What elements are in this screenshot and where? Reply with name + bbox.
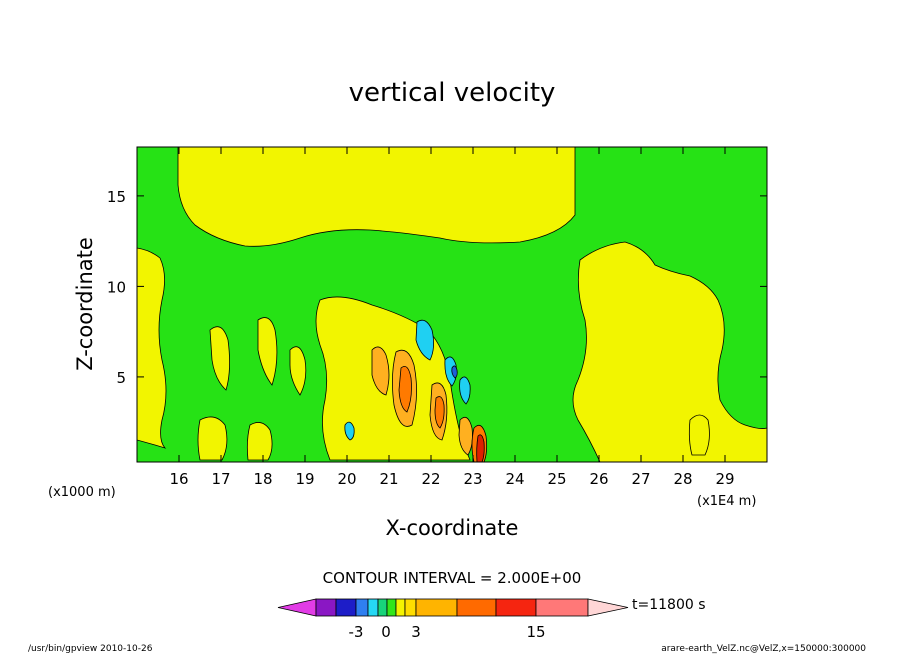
x-tick-label: 22 [421,470,440,488]
colorbar-tick-label: -3 [349,623,364,641]
colorbar-segment [386,598,397,617]
contour-negative-cell-5 [451,365,458,379]
contour-negative-cell-4 [344,421,355,441]
y-axis-title: Z-coordinate [73,237,97,371]
x-tick-label: 18 [253,470,272,488]
x-tick-label: 21 [379,470,398,488]
plot-area [136,146,768,463]
colorbar-segment [367,598,379,617]
colorbar-arrow-high [587,598,629,617]
colorbar [277,598,629,617]
contour-region-right-yellow [572,241,768,463]
colorbar-segment [395,598,406,617]
chart-title: vertical velocity [349,78,556,108]
x-tick-label: 17 [211,470,230,488]
contour-pocket-5 [246,422,273,461]
contour-negative-cell-1 [415,319,434,361]
colorbar-labels: -3 0 3 15 [349,623,546,641]
x-tick-label: 19 [295,470,314,488]
y-axis: 5 10 15 [107,188,767,387]
contour-positive-cell-5-core [476,434,485,463]
x-tick-label: 28 [673,470,692,488]
contour-pocket-2 [257,317,278,386]
x-tick-label: 27 [631,470,650,488]
x-tick-label: 26 [589,470,608,488]
x-tick-label: 20 [337,470,356,488]
contour-region-left-yellow [136,247,167,449]
colorbar-tick-label: 3 [411,623,421,641]
contour-interval-label: CONTOUR INTERVAL = 2.000E+00 [323,569,582,587]
colorbar-segment [315,598,337,617]
x-tick-label: 29 [715,470,734,488]
colorbar-segment [377,598,388,617]
contour-positive-cell-2-core [398,365,412,413]
x-tick-label: 24 [505,470,524,488]
colorbar-segment [404,598,417,617]
contour-negative-cell-3 [459,376,471,405]
colorbar-segment [535,598,589,617]
colorbar-time-label: t=11800 s [632,597,706,613]
contour-pocket-3 [289,346,307,396]
contour-pocket-4 [197,416,228,461]
colorbar-segment [415,598,458,617]
x-tick-label: 16 [169,470,188,488]
contour-pocket-6 [688,414,710,456]
colorbar-tick-label: 15 [526,623,545,641]
x-axis-title: X-coordinate [386,516,519,540]
footer-left: /usr/bin/gpview 2010-10-26 [28,644,153,654]
x-tick-label: 25 [547,470,566,488]
colorbar-tick-label: 0 [381,623,391,641]
contour-region-upper-yellow [177,146,576,247]
y-tick-label: 5 [116,369,126,387]
x-unit-right: (x1E4 m) [697,494,756,509]
colorbar-segment [355,598,369,617]
footer-right: arare-earth_VelZ.nc@VelZ,x=150000:300000 [661,644,866,654]
x-axis: 16 17 18 19 20 21 22 23 24 25 26 27 28 29 [169,147,735,488]
contour-positive-cell-1 [371,346,390,396]
contour-pocket-1 [209,326,230,391]
plot-frame [136,146,768,463]
y-tick-label: 15 [107,188,126,206]
y-tick-label: 10 [107,278,126,296]
colorbar-segment [456,598,497,617]
x-tick-label: 23 [463,470,482,488]
colorbar-segment [495,598,537,617]
colorbar-segment [335,598,357,617]
x-unit-left: (x1000 m) [48,485,116,500]
contour-positive-cell-3-core [434,396,445,429]
colorbar-arrow-low [277,598,317,617]
